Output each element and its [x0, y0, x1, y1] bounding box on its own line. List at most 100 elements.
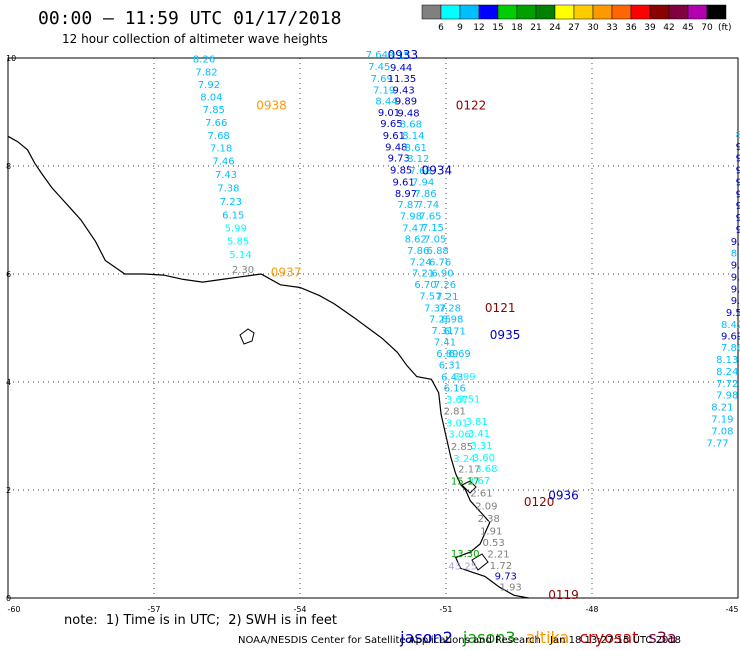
- pass-time-label: 0121: [485, 301, 516, 315]
- wave-height-value: 5.99: [225, 223, 247, 234]
- wave-height-value: 1.72: [490, 561, 512, 572]
- wave-height-value: 9.48: [385, 142, 407, 153]
- wave-height-value: 8.04: [200, 93, 222, 104]
- legend-tick: 70: [701, 23, 713, 33]
- legend-tick: 45: [682, 23, 693, 33]
- wave-height-value: 8.97: [395, 189, 417, 200]
- wave-height-value: 7.41: [434, 337, 456, 348]
- wave-height-value: 7.74: [417, 200, 439, 211]
- axis-labels: -60 -57 -54 -51 -48 -45 10 8 6 4 2 0: [6, 54, 739, 614]
- wave-height-value: 9: [736, 142, 740, 153]
- wave-height-value: 7.64: [366, 50, 388, 61]
- wave-height-value: 6.76: [429, 257, 451, 268]
- wave-height-value: 7.38: [217, 183, 239, 194]
- wave-height-value: 8.9: [731, 249, 740, 260]
- wave-height-value: 8.26: [193, 54, 215, 65]
- wave-height-value: 3.06: [448, 430, 470, 441]
- wave-height-value: 3.41: [468, 429, 490, 440]
- legend-tick: 9: [457, 23, 463, 33]
- legend-swatch: [649, 4, 670, 20]
- wave-height-value: 6.43: [441, 372, 463, 383]
- wave-height-value: 8.44: [375, 96, 397, 107]
- wave-height-value: 9: [736, 166, 740, 177]
- wave-height-value: 43.25: [448, 561, 477, 572]
- wave-height-value: 9.(: [731, 237, 740, 248]
- wave-height-value: 8.14: [402, 131, 424, 142]
- wave-height-value: 6.15: [222, 210, 244, 221]
- wave-height-value: 9.01: [378, 108, 400, 119]
- lon-tick-label: -60: [7, 605, 20, 614]
- wave-height-value: 7.05: [424, 235, 446, 246]
- legend-tick: 15: [492, 23, 503, 33]
- lat-tick-label: 0: [6, 594, 11, 603]
- wave-height-value: 7.21: [436, 292, 458, 303]
- south-america-coastline: [7, 135, 529, 599]
- chart-subtitle: 12 hour collection of altimeter wave hei…: [62, 32, 328, 46]
- wave-height-value: 8.61: [405, 143, 427, 154]
- wave-height-value: 2.21: [487, 550, 509, 561]
- wave-height-value: 9.73: [495, 572, 517, 583]
- wave-height-value: 8.15: [388, 51, 410, 62]
- wave-height-value: 7.19: [373, 86, 395, 97]
- wave-height-value: 8: [736, 130, 740, 141]
- wave-height-value: 7.86: [407, 246, 429, 257]
- pass-time-label: 0937: [271, 266, 302, 280]
- wave-height-value: 7.24: [410, 257, 432, 268]
- wave-height-value: 9.73: [388, 154, 410, 165]
- wave-height-value: 9.3: [731, 284, 740, 295]
- wave-height-value: 9.61: [392, 177, 414, 188]
- wave-height-value: 2.81: [444, 406, 466, 417]
- satellite-legend: jason2 jason3 altika cryosat s3a: [390, 609, 687, 647]
- wave-height-value: 9.48: [397, 108, 419, 119]
- wave-height-value: 7.25: [429, 315, 451, 326]
- wave-height-value: 7.08: [711, 426, 733, 437]
- note-text: note: 1) Time is in UTC; 2) SWH is in fe…: [64, 613, 337, 628]
- wave-height-value: 9.3: [731, 272, 740, 283]
- wave-height-value: 7.72: [716, 379, 738, 390]
- wave-height-value: 7.68: [410, 166, 432, 177]
- wave-height-value: 7.45: [368, 62, 390, 73]
- wave-height-value: 9: [736, 154, 740, 165]
- wave-height-value: 6.71: [444, 326, 466, 337]
- chart-title: 00:00 – 11:59 UTC 01/17/2018: [38, 8, 342, 29]
- wave-height-value: 9: [736, 177, 740, 188]
- wave-height-value: 5.14: [229, 250, 251, 261]
- wave-height-value: 8.13: [716, 355, 738, 366]
- wave-height-value: 7.68: [208, 131, 230, 142]
- sat-s3a: s3a: [648, 628, 677, 647]
- legend-swatch: [554, 4, 575, 20]
- wave-height-value: 7.86: [414, 189, 436, 200]
- legend-swatch: [592, 4, 613, 20]
- map-frame: [7, 57, 739, 599]
- wave-height-value: 3.31: [470, 441, 492, 452]
- wave-height-value: 3.99: [453, 372, 475, 383]
- wave-height-value: 3.81: [465, 417, 487, 428]
- wave-height-value: 9.3: [731, 261, 740, 272]
- wave-height-value: 9: [736, 225, 740, 236]
- wave-height-value: 7.46: [212, 156, 234, 167]
- wave-height-value: 9: [736, 213, 740, 224]
- legend-swatch: [516, 4, 537, 20]
- legend-swatch: [573, 4, 594, 20]
- coastline: [7, 135, 529, 599]
- altimeter-tracks: 8.267.827.928.047.857.667.687.187.467.43…: [193, 50, 740, 593]
- wave-height-value: 1.91: [480, 526, 502, 537]
- wave-height-value: 3.67: [468, 476, 490, 487]
- wave-height-value: 7.87: [397, 200, 419, 211]
- wave-height-value: 2.61: [470, 488, 492, 499]
- sat-jason3: jason3: [462, 628, 516, 647]
- wave-height-value: 3.51: [458, 395, 480, 406]
- wave-height-value: 7.47: [402, 223, 424, 234]
- wave-height-value: 7.77: [706, 438, 728, 449]
- pass-time-label: 0122: [456, 98, 487, 112]
- legend-swatch: [459, 4, 480, 20]
- lon-tick-label: -51: [439, 605, 452, 614]
- legend-swatch: [478, 4, 499, 20]
- wave-height-value: 8.42: [721, 320, 740, 331]
- wave-height-value: 13.30: [451, 549, 480, 560]
- wave-height-value: 6.16: [444, 384, 466, 395]
- color-legend: 6 9 12 15 18 21 24 27 30 33 36 39 42 45 70 (ft): [421, 4, 732, 33]
- legend-swatch: [497, 4, 518, 20]
- wave-height-value: 9.85: [390, 166, 412, 177]
- wave-height-value: 7.26: [434, 280, 456, 291]
